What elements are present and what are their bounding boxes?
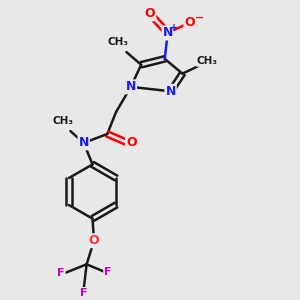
Text: CH₃: CH₃ bbox=[107, 37, 128, 47]
Text: +: + bbox=[170, 22, 178, 33]
Text: N: N bbox=[165, 85, 176, 98]
Text: N: N bbox=[163, 26, 173, 39]
Text: CH₃: CH₃ bbox=[52, 116, 74, 126]
Text: F: F bbox=[80, 288, 87, 298]
Text: O: O bbox=[89, 234, 99, 247]
Text: N: N bbox=[126, 80, 136, 93]
Text: F: F bbox=[57, 268, 65, 278]
Text: F: F bbox=[104, 267, 112, 277]
Text: O: O bbox=[145, 7, 155, 20]
Text: CH₃: CH₃ bbox=[197, 56, 218, 66]
Text: O: O bbox=[126, 136, 137, 149]
Text: O: O bbox=[184, 16, 195, 29]
Text: N: N bbox=[79, 136, 89, 149]
Text: −: − bbox=[194, 13, 204, 23]
